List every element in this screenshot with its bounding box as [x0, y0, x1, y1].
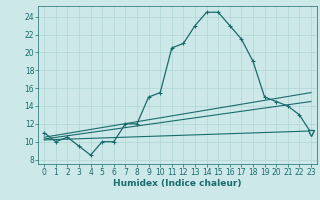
X-axis label: Humidex (Indice chaleur): Humidex (Indice chaleur) — [113, 179, 242, 188]
